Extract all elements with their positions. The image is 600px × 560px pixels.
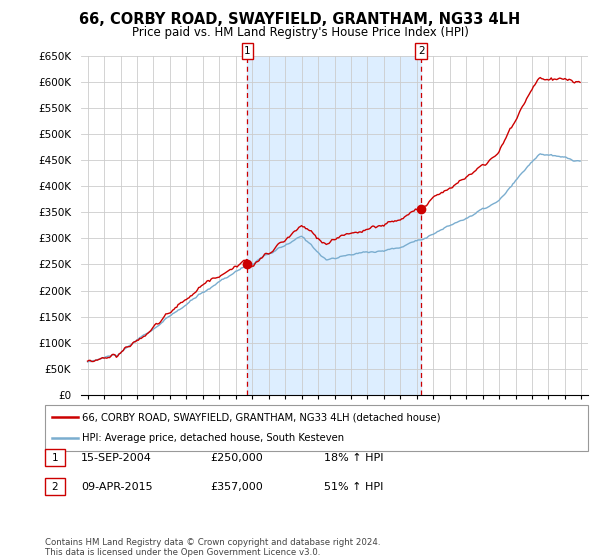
Bar	[247, 56, 421, 395]
Text: £250,000: £250,000	[210, 452, 263, 463]
Text: 1: 1	[244, 46, 251, 56]
Text: 18% ↑ HPI: 18% ↑ HPI	[324, 452, 383, 463]
Text: 51% ↑ HPI: 51% ↑ HPI	[324, 482, 383, 492]
Text: 09-APR-2015: 09-APR-2015	[81, 482, 152, 492]
Text: Price paid vs. HM Land Registry's House Price Index (HPI): Price paid vs. HM Land Registry's House …	[131, 26, 469, 39]
Text: 2: 2	[52, 482, 58, 492]
Text: 2: 2	[418, 46, 425, 56]
Text: £357,000: £357,000	[210, 482, 263, 492]
Text: HPI: Average price, detached house, South Kesteven: HPI: Average price, detached house, Sout…	[82, 433, 344, 444]
Text: 66, CORBY ROAD, SWAYFIELD, GRANTHAM, NG33 4LH: 66, CORBY ROAD, SWAYFIELD, GRANTHAM, NG3…	[79, 12, 521, 27]
Text: 15-SEP-2004: 15-SEP-2004	[81, 452, 152, 463]
Text: 1: 1	[52, 452, 58, 463]
Text: 66, CORBY ROAD, SWAYFIELD, GRANTHAM, NG33 4LH (detached house): 66, CORBY ROAD, SWAYFIELD, GRANTHAM, NG3…	[82, 412, 440, 422]
Text: Contains HM Land Registry data © Crown copyright and database right 2024.
This d: Contains HM Land Registry data © Crown c…	[45, 538, 380, 557]
